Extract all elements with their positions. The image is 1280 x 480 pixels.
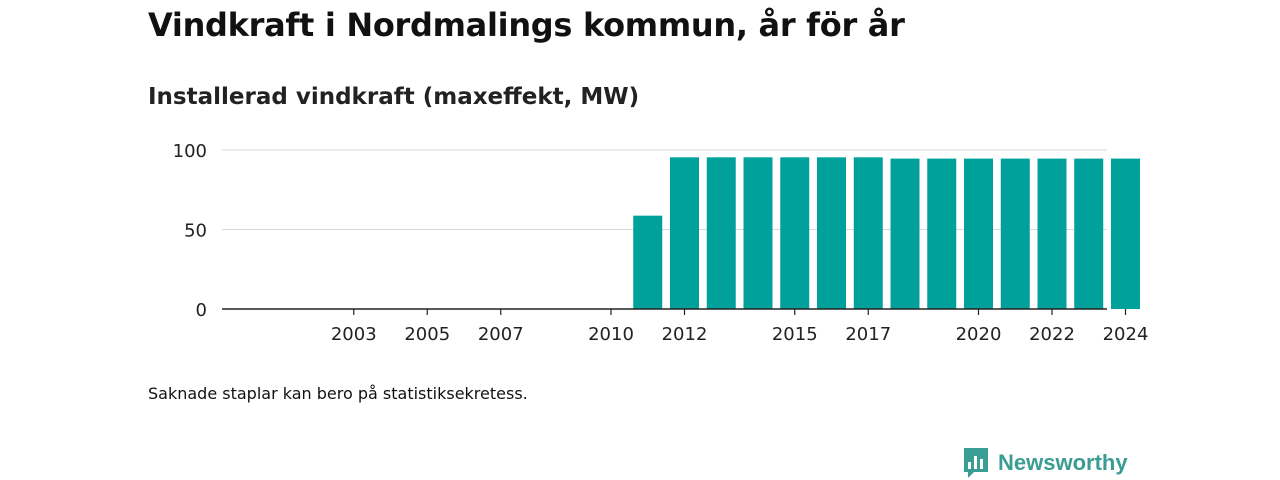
bar-2016 [817,157,846,309]
x-tick-label: 2012 [662,324,708,345]
bar-2023 [1074,158,1104,309]
x-axis-ticks: 2003 2005 2007 2010 2012 2015 2017 2020 2022 2024 [331,309,1149,345]
footnote: Saknade staplar kan bero på statistiksek… [148,384,528,403]
x-tick-label: 2003 [331,324,377,345]
bar-2015 [780,157,810,309]
x-tick-label: 2022 [1029,324,1075,345]
bar-2019 [927,158,957,309]
bar-2012 [670,157,699,309]
bar-2013 [706,157,736,309]
chart-title: Vindkraft i Nordmalings kommun, år för å… [148,6,905,44]
bar-2020 [964,158,993,309]
bar-2017 [853,157,883,309]
brand-name: Newsworthy [998,450,1128,475]
x-tick-label: 2020 [956,324,1002,345]
y-tick-label: 100 [173,141,207,162]
gridlines [222,149,1107,230]
y-tick-label: 0 [196,300,207,321]
x-tick-label: 2015 [772,324,818,345]
x-tick-label: 2010 [588,324,634,345]
x-tick-label: 2024 [1103,324,1149,345]
bar-2024 [1111,158,1140,309]
y-tick-label: 50 [184,221,207,242]
x-tick-label: 2005 [404,324,450,345]
bar-2022 [1037,158,1067,309]
x-tick-label: 2017 [845,324,891,345]
bar-2011 [633,215,663,309]
y-axis-labels: 0 50 100 [173,141,207,321]
x-tick-label: 2007 [478,324,524,345]
chart-subtitle: Installerad vindkraft (maxeffekt, MW) [148,84,640,110]
newsworthy-logo-icon [964,448,988,478]
newsworthy-logo[interactable]: Newsworthy [962,446,1128,480]
bar-2018 [890,158,920,309]
bar-2021 [1000,158,1030,309]
bar-2014 [743,157,773,309]
bars [633,157,1140,309]
